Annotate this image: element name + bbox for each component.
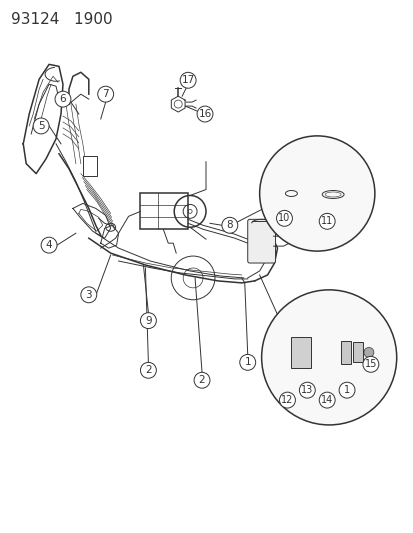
Circle shape <box>299 382 315 398</box>
Text: 11: 11 <box>320 216 332 227</box>
Circle shape <box>338 382 354 398</box>
Text: 3: 3 <box>85 290 92 300</box>
Circle shape <box>239 354 255 370</box>
FancyBboxPatch shape <box>247 219 275 263</box>
Text: 4: 4 <box>46 240 52 250</box>
Text: 1: 1 <box>343 385 349 395</box>
Text: 15: 15 <box>364 359 376 369</box>
Circle shape <box>363 348 373 358</box>
Text: 2: 2 <box>198 375 205 385</box>
Circle shape <box>362 357 378 372</box>
Text: 2: 2 <box>145 365 151 375</box>
Text: 93124   1900: 93124 1900 <box>11 12 113 27</box>
Circle shape <box>318 213 335 229</box>
Circle shape <box>318 392 335 408</box>
Circle shape <box>97 86 113 102</box>
Text: 9: 9 <box>145 316 151 326</box>
Text: 10: 10 <box>278 213 290 223</box>
Text: 14: 14 <box>320 395 332 405</box>
FancyBboxPatch shape <box>340 341 350 365</box>
Text: 16: 16 <box>198 109 211 119</box>
Circle shape <box>140 362 156 378</box>
Circle shape <box>180 72 196 88</box>
Text: 17: 17 <box>181 75 194 85</box>
Circle shape <box>221 217 237 233</box>
FancyBboxPatch shape <box>83 156 97 175</box>
Circle shape <box>33 118 49 134</box>
Circle shape <box>55 91 71 107</box>
Circle shape <box>81 287 97 303</box>
Text: 8: 8 <box>226 220 233 230</box>
Circle shape <box>197 106 212 122</box>
Circle shape <box>279 392 295 408</box>
FancyBboxPatch shape <box>291 336 311 368</box>
Circle shape <box>276 211 292 227</box>
Circle shape <box>41 237 57 253</box>
Text: 7: 7 <box>102 89 109 99</box>
Text: 1: 1 <box>244 357 250 367</box>
Circle shape <box>140 313 156 328</box>
Text: 12: 12 <box>280 395 293 405</box>
Text: 5: 5 <box>38 121 44 131</box>
Circle shape <box>259 136 374 251</box>
FancyBboxPatch shape <box>352 343 362 362</box>
Text: 6: 6 <box>59 94 66 104</box>
Circle shape <box>261 290 396 425</box>
Circle shape <box>194 372 209 388</box>
Text: 13: 13 <box>301 385 313 395</box>
